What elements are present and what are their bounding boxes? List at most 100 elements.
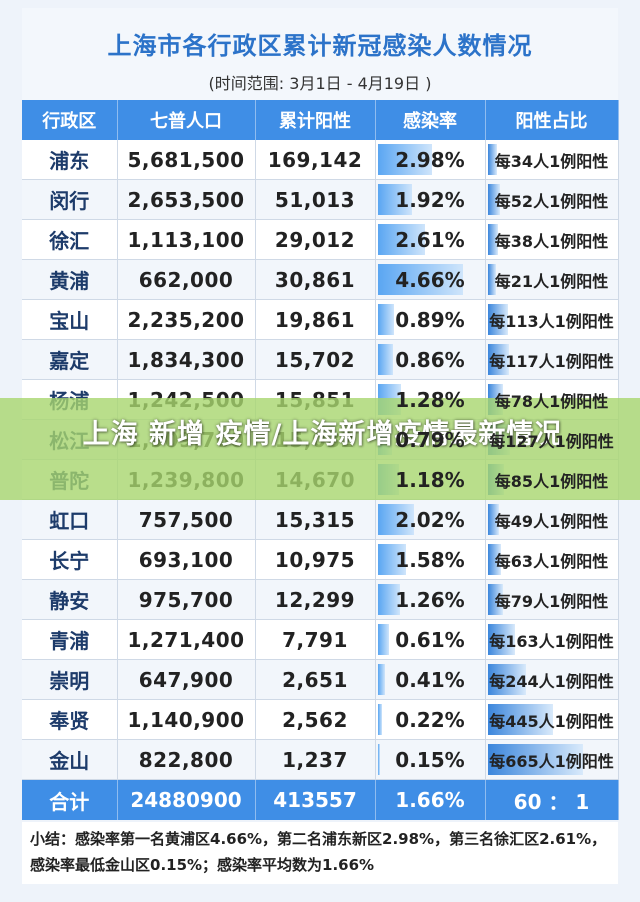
total-population: 24880900	[117, 779, 256, 820]
infection-rate-cell: 0.22%	[375, 699, 486, 740]
infection-rate-cell: 1.58%	[375, 539, 486, 580]
positive-ratio-value: 每117人1例阳性	[489, 351, 614, 371]
positive-cell: 30,861	[255, 259, 376, 300]
infection-rate-bar	[377, 304, 394, 335]
table-row: 宝山 2,235,200 19,861 0.89% 每113人1例阳性	[22, 299, 619, 340]
positive-ratio-cell: 每117人1例阳性	[485, 339, 619, 380]
positive-ratio-value: 每52人1例阳性	[494, 191, 609, 211]
table-row: 徐汇 1,113,100 29,012 2.61% 每38人1例阳性	[22, 219, 619, 260]
time-range-subtitle: (时间范围: 3月1日 - 4月19日 )	[208, 74, 432, 93]
district-name: 金山	[22, 739, 118, 780]
population-cell: 1,113,100	[117, 219, 256, 260]
infection-rate-bar	[377, 224, 426, 255]
population-cell: 1,271,400	[117, 619, 256, 660]
infection-rate-value: 1.28%	[395, 387, 465, 412]
district-name: 奉贤	[22, 699, 118, 740]
positive-ratio-value: 每49人1例阳性	[494, 511, 609, 531]
infection-rate-cell: 0.61%	[375, 619, 486, 660]
positive-ratio-bar	[487, 504, 500, 535]
positive-ratio-value: 每21人1例阳性	[494, 271, 609, 291]
infection-rate-cell: 0.15%	[375, 739, 486, 780]
population-cell: 975,700	[117, 579, 256, 620]
population-cell: 1,140,900	[117, 699, 256, 740]
positive-ratio-cell: 每63人1例阳性	[485, 539, 619, 580]
positive-ratio-cell: 每38人1例阳性	[485, 219, 619, 260]
infection-rate-bar	[377, 184, 413, 215]
district-name: 青浦	[22, 619, 118, 660]
population-cell: 1,834,300	[117, 339, 256, 380]
district-name: 徐汇	[22, 219, 118, 260]
population-cell: 757,500	[117, 499, 256, 540]
positive-cell: 10,975	[255, 539, 376, 580]
table-row: 崇明 647,900 2,651 0.41% 每244人1例阳性	[22, 659, 619, 700]
total-label: 合计	[22, 779, 118, 820]
table-row: 虹口 757,500 15,315 2.02% 每49人1例阳性	[22, 499, 619, 540]
district-name: 嘉定	[22, 339, 118, 380]
infection-rate-cell: 2.02%	[375, 499, 486, 540]
population-cell: 822,800	[117, 739, 256, 780]
positive-cell: 2,651	[255, 659, 376, 700]
district-name: 闵行	[22, 179, 118, 220]
infection-rate-value: 0.22%	[395, 707, 465, 732]
positive-cell: 51,013	[255, 179, 376, 220]
positive-cell: 15,702	[255, 339, 376, 380]
positive-ratio-bar	[487, 264, 496, 295]
positive-ratio-bar	[487, 744, 583, 775]
positive-ratio-bar	[487, 544, 502, 575]
table-row: 长宁 693,100 10,975 1.58% 每63人1例阳性	[22, 539, 619, 580]
infection-rate-bar	[377, 584, 401, 615]
district-name: 长宁	[22, 539, 118, 580]
district-name: 崇明	[22, 659, 118, 700]
positive-ratio-bar	[487, 344, 509, 375]
infection-rate-bar	[377, 744, 381, 775]
positive-ratio-bar	[487, 304, 509, 335]
col-header-population: 七普人口	[117, 100, 256, 140]
table-header-row: 行政区 七普人口 累计阳性 感染率 阳性占比	[22, 100, 619, 140]
infection-rate-value: 2.61%	[395, 227, 465, 252]
infection-rate-value: 1.26%	[395, 587, 465, 612]
infection-rate-value: 0.79%	[395, 427, 465, 452]
positive-ratio-bar	[487, 144, 498, 175]
positive-ratio-bar	[487, 704, 553, 735]
infection-rate-bar	[377, 624, 389, 655]
infection-rate-bar	[377, 264, 463, 295]
positive-ratio-bar	[487, 184, 500, 215]
table-row: 静安 975,700 12,299 1.26% 每79人1例阳性	[22, 579, 619, 620]
watermark-banner	[0, 398, 640, 500]
population-cell: 693,100	[117, 539, 256, 580]
positive-ratio-value: 每445人1例阳性	[489, 711, 614, 731]
positive-ratio-value: 每244人1例阳性	[489, 671, 614, 691]
infection-rate-bar	[377, 504, 415, 535]
positive-ratio-cell: 每163人1例阳性	[485, 619, 619, 660]
population-cell: 5,681,500	[117, 140, 256, 180]
positive-ratio-bar	[487, 624, 515, 655]
positive-cell: 29,012	[255, 219, 376, 260]
table-row: 闵行 2,653,500 51,013 1.92% 每52人1例阳性	[22, 179, 619, 220]
col-header-rate: 感染率	[375, 100, 486, 140]
infection-rate-cell: 4.66%	[375, 259, 486, 300]
infection-rate-value: 1.18%	[395, 467, 465, 492]
population-cell: 647,900	[117, 659, 256, 700]
summary-note: 小结：感染率第一名黄浦区4.66%，第二名浦东新区2.98%，第三名徐汇区2.6…	[22, 822, 618, 884]
positive-ratio-bar	[487, 584, 504, 615]
positive-ratio-value: 每85人1例阳性	[494, 471, 609, 491]
col-header-positive: 累计阳性	[255, 100, 376, 140]
district-name: 静安	[22, 579, 118, 620]
positive-cell: 169,142	[255, 140, 376, 180]
total-positive: 413557	[255, 779, 376, 820]
positive-ratio-cell: 每665人1例阳性	[485, 739, 619, 780]
watermark-banner-text: 上海 新增 疫情/上海新增疫情最新情况	[82, 419, 563, 450]
positive-cell: 15,315	[255, 499, 376, 540]
positive-ratio-bar	[487, 664, 526, 695]
table-row: 浦东 5,681,500 169,142 2.98% 每34人1例阳性	[22, 140, 619, 180]
infection-rate-value: 0.15%	[395, 747, 465, 772]
infection-rate-value: 1.92%	[395, 187, 465, 212]
positive-ratio-bar	[487, 224, 498, 255]
infection-rate-bar	[377, 704, 382, 735]
table-row: 奉贤 1,140,900 2,562 0.22% 每445人1例阳性	[22, 699, 619, 740]
infection-rate-bar	[377, 664, 386, 695]
infection-rate-cell: 2.98%	[375, 140, 486, 180]
positive-cell: 2,562	[255, 699, 376, 740]
population-cell: 2,235,200	[117, 299, 256, 340]
